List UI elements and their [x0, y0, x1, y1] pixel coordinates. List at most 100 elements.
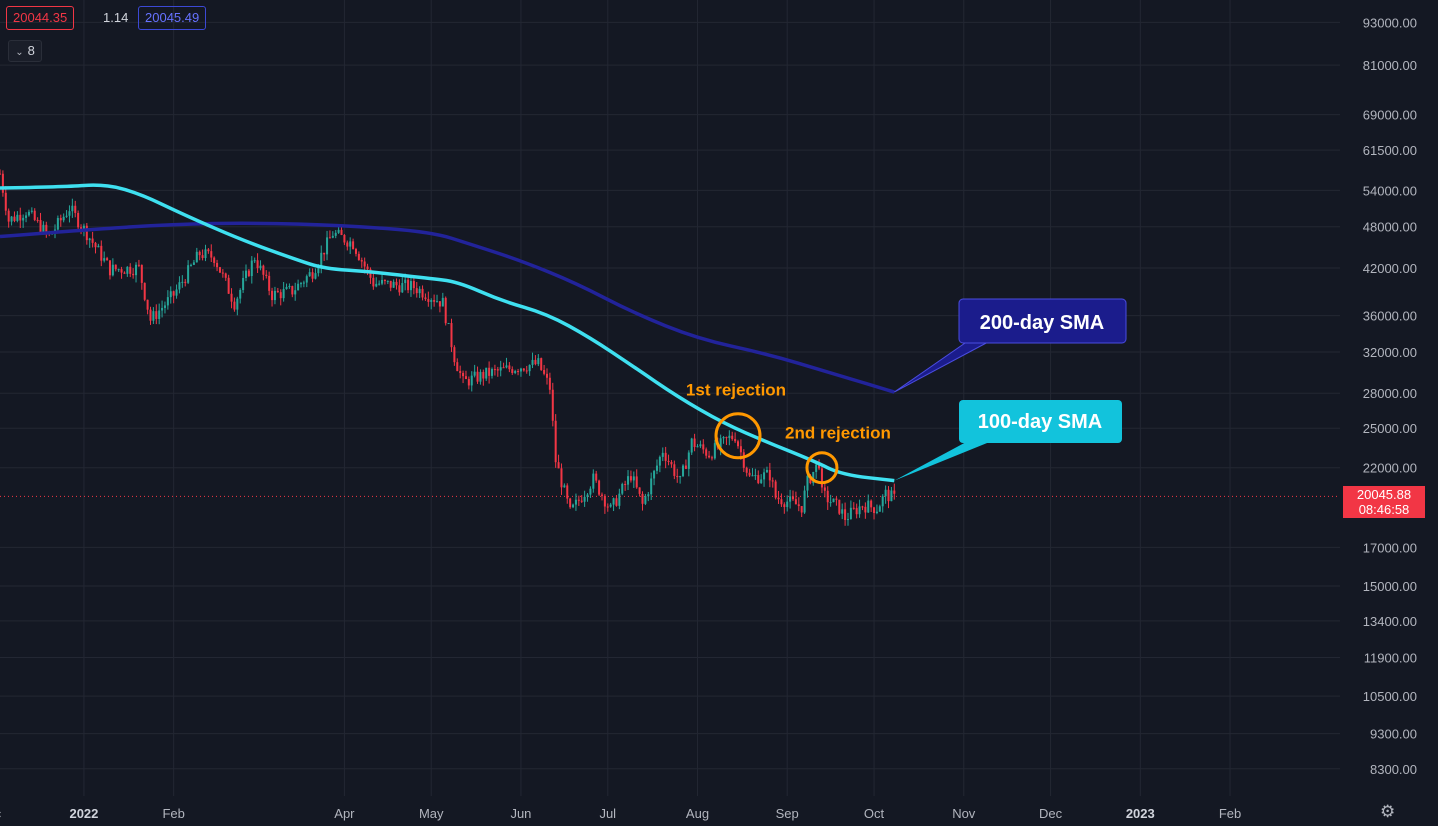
candle [786, 495, 789, 512]
candle [65, 210, 68, 218]
candle [667, 454, 670, 466]
candle [563, 483, 566, 488]
bar-countdown: 08:46:58 [1358, 502, 1410, 517]
candle [696, 444, 699, 448]
candle [94, 241, 97, 254]
candle [525, 365, 528, 374]
price-tick-label: 42000.00 [1363, 261, 1417, 276]
candle [392, 279, 395, 288]
candle [0, 169, 2, 175]
candle [447, 322, 450, 325]
price-display-blue: 20045.49 [138, 6, 207, 30]
candle [797, 497, 800, 512]
candle [794, 491, 797, 505]
candle [566, 483, 569, 504]
candle [488, 361, 491, 384]
candle [114, 264, 117, 272]
candle [653, 469, 656, 486]
candle [221, 269, 224, 278]
candle [305, 274, 308, 288]
candle [117, 268, 120, 272]
sma-200-line [0, 221, 895, 394]
candle [308, 268, 311, 277]
candle [887, 486, 890, 509]
candle [135, 262, 138, 283]
indicator-count: 8 [27, 43, 35, 58]
candle [713, 439, 716, 460]
price-axis[interactable]: 93000.00 81000.00 69000.00 61500.00 54000.00… [1363, 15, 1417, 776]
candle [331, 231, 334, 239]
candle [198, 250, 201, 261]
candle [867, 494, 870, 513]
candle [820, 465, 823, 494]
candle [97, 243, 100, 248]
candle [323, 252, 326, 261]
candle [299, 281, 303, 288]
time-axis[interactable]: ec 2022 Feb Apr May Jun Jul Aug Sep Oct Nov Dec 2023… [0, 806, 1241, 821]
price-tick-label: 22000.00 [1363, 461, 1417, 476]
candle [815, 464, 818, 479]
candle [433, 294, 436, 307]
candle [314, 268, 317, 280]
candle [873, 506, 876, 520]
candle [673, 460, 676, 480]
candle [682, 464, 685, 478]
candle [111, 258, 114, 277]
candle [699, 440, 702, 449]
candle [852, 502, 855, 510]
candle [207, 248, 210, 254]
candle [771, 477, 774, 488]
candle [441, 292, 444, 307]
time-tick-label: 2022 [69, 806, 98, 821]
candle [499, 360, 502, 377]
indicators-toggle-button[interactable]: ⌄ 8 [8, 40, 42, 62]
price-display-red: 20044.35 [6, 6, 75, 30]
price-tick-label: 17000.00 [1363, 540, 1417, 555]
price-tick-label: 25000.00 [1363, 421, 1417, 436]
candle [265, 270, 268, 279]
candle [155, 304, 158, 325]
second-rejection-ring [805, 451, 839, 485]
candle [841, 503, 844, 520]
candle [354, 247, 357, 257]
candle [693, 433, 696, 452]
candle [763, 468, 766, 487]
candle [777, 490, 780, 504]
candle [386, 280, 389, 285]
price-tick-label: 11900.00 [1364, 650, 1417, 665]
candle [644, 493, 647, 506]
candle [664, 446, 667, 469]
candle [326, 230, 329, 261]
candle [560, 463, 563, 495]
candle [734, 432, 737, 444]
time-tick-label: Sep [776, 806, 799, 821]
price-tick-label: 54000.00 [1363, 183, 1417, 198]
gear-icon[interactable]: ⚙ [1380, 802, 1396, 821]
candle [357, 251, 360, 261]
candle [262, 264, 265, 281]
candle [288, 283, 291, 289]
candle [806, 473, 809, 498]
chart-grid [0, 0, 1340, 796]
chevron-down-icon: ⌄ [15, 47, 24, 58]
candle [395, 278, 398, 290]
candle [271, 287, 274, 307]
candle [745, 466, 748, 477]
candle [140, 264, 143, 290]
sma-200-callout-label: 200-day SMA [980, 312, 1105, 334]
candle [137, 259, 140, 268]
candle [864, 502, 867, 519]
candle [398, 279, 401, 296]
candle [163, 301, 166, 314]
candle [7, 208, 10, 228]
candle [725, 436, 728, 445]
candle [123, 271, 126, 274]
candle [158, 303, 161, 325]
candle [302, 280, 305, 288]
candle [615, 495, 618, 507]
candle [574, 493, 577, 511]
candle [679, 475, 682, 484]
candle [409, 275, 412, 297]
price-tick-label: 13400.00 [1363, 614, 1417, 629]
